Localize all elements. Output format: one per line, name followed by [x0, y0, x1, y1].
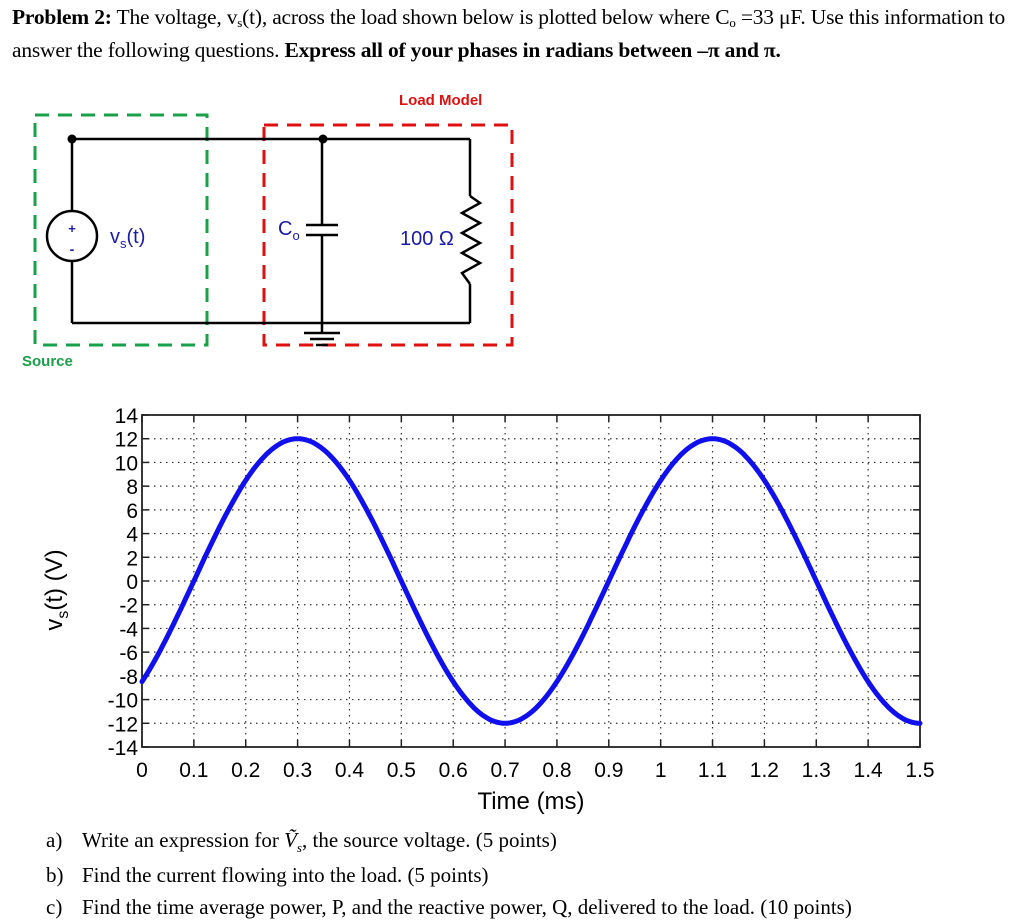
source-box [33, 113, 209, 347]
phasor-symbol: Ṽ [284, 828, 297, 852]
y-tick-label: 0 [126, 571, 138, 594]
x-tick-label: 1.2 [750, 759, 779, 782]
x-tick-label: 1.3 [802, 759, 831, 782]
x-tick-label: 0.9 [594, 759, 623, 782]
x-tick-label: 1 [655, 759, 667, 782]
question-text: Write an expression for Ṽs, the source v… [82, 824, 557, 859]
y-tick-label: 12 [115, 429, 138, 452]
y-tick-label: 2 [126, 547, 138, 570]
x-tick-label: 0.6 [439, 759, 468, 782]
source-voltage-label: vs(t) [110, 226, 146, 251]
x-tick-label: 0.7 [490, 759, 519, 782]
x-tick-label: 0.2 [231, 759, 260, 782]
resistor-label: 100 Ω [400, 228, 454, 250]
problem-statement: Problem 2: The voltage, vs(t), across th… [12, 2, 1017, 66]
problem-text: The voltage, v [111, 5, 238, 29]
plus-sign: + [68, 221, 76, 236]
x-tick-label: 0.3 [283, 759, 312, 782]
label-main: C [278, 218, 293, 240]
y-tick-label: -6 [119, 642, 138, 665]
y-tick-label: -8 [119, 666, 138, 689]
question-text: Find the time average power, P, and the … [82, 895, 852, 919]
voltage-source-icon [45, 209, 99, 263]
plot-frame [141, 414, 921, 748]
y-axis-title: vs(t) (V) [41, 549, 72, 630]
label-main: v [110, 226, 120, 248]
x-axis-title: Time (ms) [477, 788, 584, 815]
wires [70, 137, 472, 333]
voltage-series-line [139, 436, 923, 726]
label-tail: (t) [126, 226, 146, 248]
node-dot [67, 134, 77, 144]
x-tick-label: 1.5 [905, 759, 934, 782]
problem-label: Problem 2: [12, 5, 112, 29]
source-label: Source [22, 353, 73, 370]
y-tick-label: -14 [108, 737, 139, 760]
node-dot [318, 134, 328, 144]
x-tick-label: 0.5 [387, 759, 416, 782]
question-text: Find the current flowing into the load. … [82, 863, 489, 887]
y-tick-label: 10 [115, 452, 138, 475]
y-tick-label: -2 [119, 595, 138, 618]
resistor-icon [459, 194, 483, 285]
subscript: s [237, 15, 243, 30]
ground-icon [304, 331, 340, 347]
phasor-sub: s [296, 840, 302, 855]
load-box [262, 123, 514, 347]
minus-sign: - [70, 241, 75, 257]
y-tick-label: 4 [126, 524, 138, 547]
capacitor-icon [306, 223, 338, 237]
x-tick-label: 1.1 [698, 759, 727, 782]
label-sub: s [120, 236, 127, 251]
y-tick-label: -4 [119, 618, 138, 641]
text: Write an expression for [82, 828, 285, 852]
y-tick-label: 6 [126, 500, 138, 523]
y-tick-label: -12 [108, 713, 138, 736]
problem-text: =33 μF. Use this information to answer t… [12, 5, 1005, 62]
question-label: b) [46, 863, 64, 887]
capacitor-label: Co [278, 218, 300, 243]
x-tick-label: 0.1 [179, 759, 208, 782]
y-tick-label: 14 [115, 405, 139, 428]
y-tick-label: -10 [108, 690, 138, 713]
x-tick-label: 0 [136, 759, 148, 782]
problem-text: (t), across the load shown below is plot… [242, 5, 730, 29]
y-tick-label: 8 [126, 476, 138, 499]
question-a: a) Write an expression for Ṽs, the sourc… [46, 824, 852, 859]
bold-instruction: Express all of your phases in radians be… [284, 38, 781, 62]
questions-list: a) Write an expression for Ṽs, the sourc… [46, 824, 852, 923]
x-tick-label: 0.4 [335, 759, 365, 782]
question-c: c) Find the time average power, P, and t… [46, 891, 852, 923]
label-sub: o [292, 228, 300, 243]
x-tick-label: 0.8 [542, 759, 571, 782]
x-tick-label: 1.4 [854, 759, 884, 782]
text: , the source voltage. (5 points) [301, 828, 557, 852]
load-model-label: Load Model [399, 92, 483, 109]
question-label: c) [46, 895, 63, 919]
question-label: a) [46, 828, 63, 852]
question-b: b) Find the current flowing into the loa… [46, 859, 852, 891]
subscript: o [729, 15, 736, 30]
